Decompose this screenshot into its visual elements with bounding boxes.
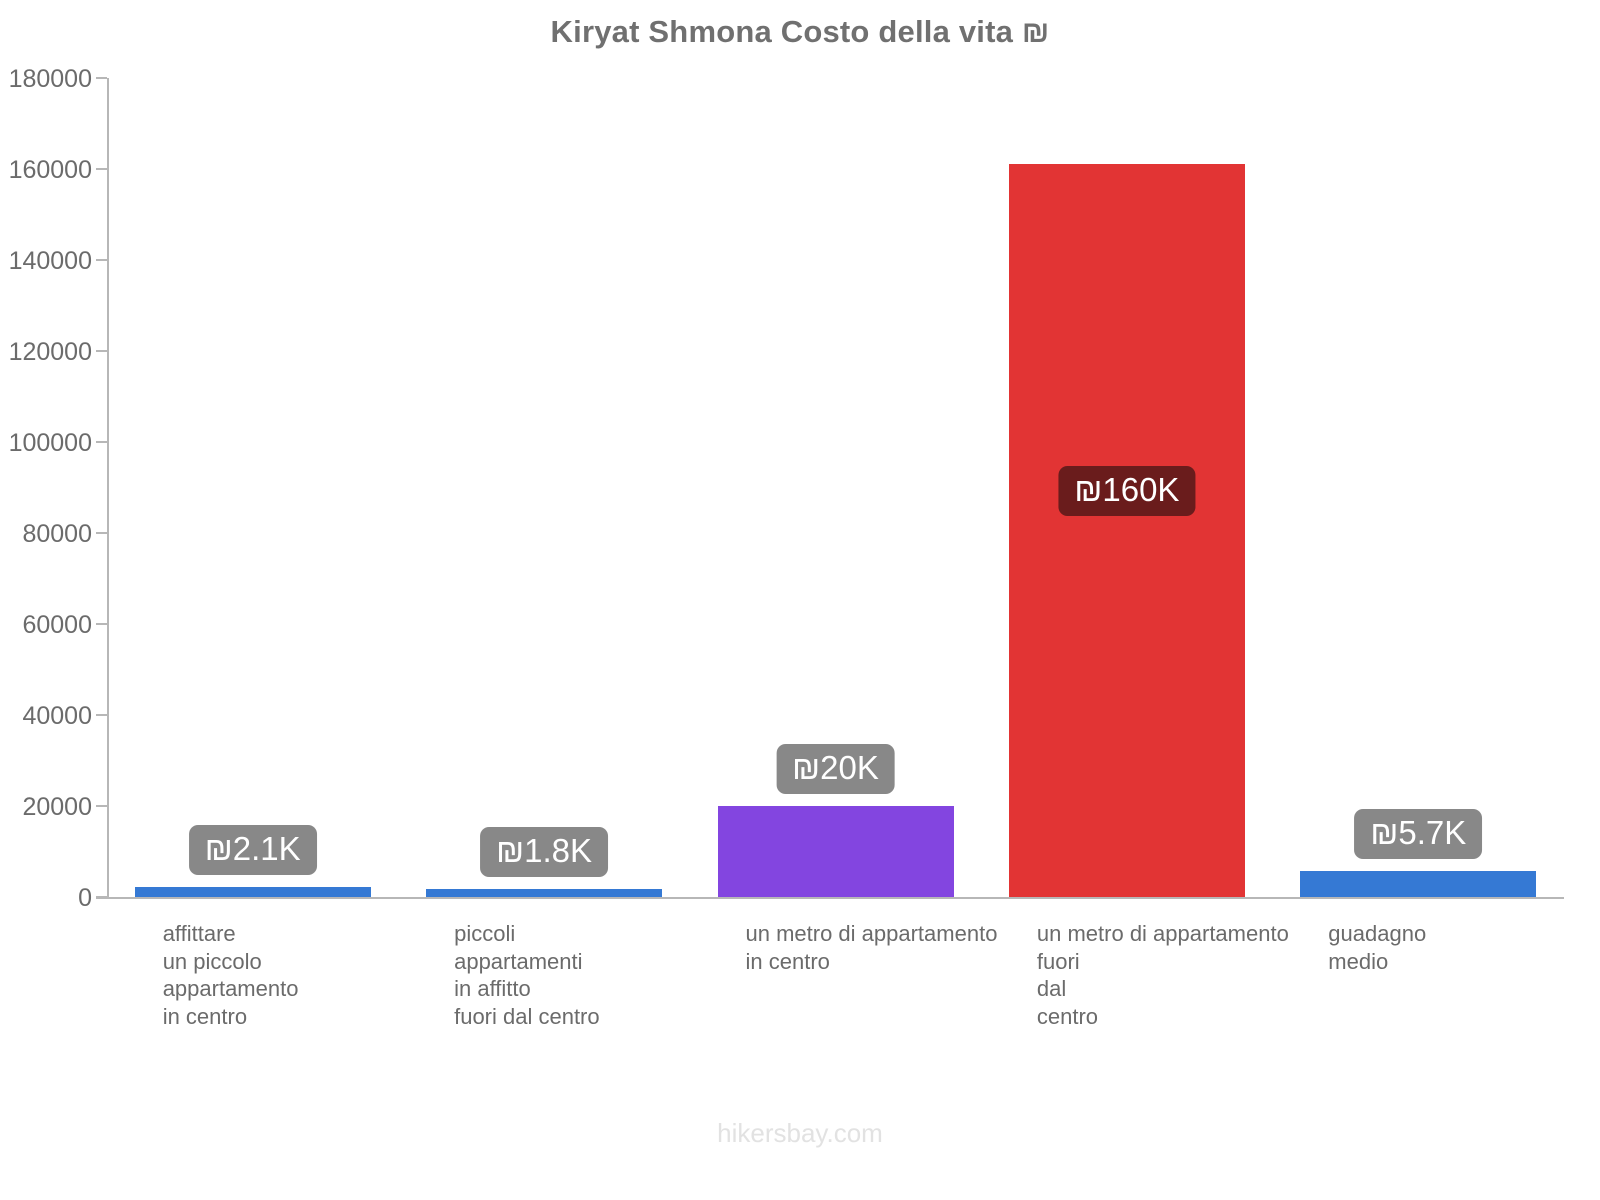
category-label-line: fuori dal centro: [454, 1003, 600, 1029]
y-axis-tick-mark: [96, 714, 107, 716]
bar[interactable]: [426, 888, 663, 897]
x-axis-category-label: affittare un piccolo appartamento in centro: [163, 920, 299, 1030]
category-label-line: affittare: [162, 921, 236, 946]
y-axis-tick-mark: [96, 623, 107, 625]
category-label-line: appartamenti: [454, 948, 583, 974]
y-axis-tick-mark: [96, 77, 107, 79]
y-axis-line: [107, 78, 109, 898]
y-axis-tick-mark: [96, 532, 107, 534]
y-axis-tick-label: 100000: [8, 429, 92, 457]
y-axis-tick-label: 120000: [8, 338, 92, 366]
category-label-line: piccoli: [454, 921, 516, 946]
category-label-line: appartamento: [162, 976, 299, 1001]
watermark: hikersbay.com: [717, 1118, 883, 1148]
y-axis-tick-mark: [96, 168, 107, 170]
y-axis-tick-label: 160000: [8, 156, 92, 184]
bar-value-label: ₪5.7K: [1354, 809, 1483, 860]
category-label-line: in centro: [745, 948, 830, 974]
y-axis-tick-mark: [96, 350, 107, 352]
bar-value-label: ₪20K: [776, 744, 895, 794]
bar[interactable]: [134, 887, 371, 897]
y-axis-tick-mark: [96, 259, 107, 261]
x-axis-category-label: guadagno medio: [1328, 920, 1426, 975]
x-axis-category-label: un metro di appartamento fuori dal centro: [1037, 920, 1289, 1030]
category-label-line: fuori: [1036, 948, 1080, 974]
category-label-line: medio: [1328, 948, 1389, 974]
x-axis-category-label: un metro di appartamento in centro: [746, 920, 998, 975]
bar-value-label: ₪2.1K: [188, 825, 317, 876]
y-axis-tick-label: 80000: [22, 520, 92, 548]
y-axis-tick-mark: [96, 896, 107, 898]
y-axis-tick-label: 40000: [22, 702, 92, 730]
category-label-line: in centro: [162, 1003, 248, 1029]
chart-title: Kiryat Shmona Costo della vita ₪: [550, 14, 1050, 49]
bar[interactable]: [1300, 871, 1537, 897]
bar-value-label: ₪1.8K: [480, 826, 609, 877]
y-axis-tick-label: 0: [78, 884, 92, 912]
x-axis-category-label: piccoli appartamenti in affitto fuori dal c…: [454, 920, 600, 1030]
category-label-line: un metro di appartamento: [1036, 921, 1289, 946]
category-label-line: un metro di appartamento: [745, 921, 998, 946]
bar[interactable]: [717, 806, 954, 897]
bar[interactable]: [1008, 164, 1245, 897]
category-label-line: in affitto: [454, 976, 531, 1001]
bar-value-label: ₪160K: [1058, 466, 1196, 517]
y-axis-tick-label: 140000: [8, 247, 92, 275]
y-axis-tick-label: 180000: [8, 65, 92, 93]
y-axis-tick-label: 20000: [22, 793, 92, 821]
category-label-line: dal: [1036, 976, 1067, 1001]
y-axis-tick-mark: [96, 805, 107, 807]
category-label-line: centro: [1036, 1003, 1099, 1029]
x-axis-line: [96, 897, 1564, 899]
category-label-line: un piccolo: [162, 948, 262, 974]
y-axis-tick-label: 60000: [22, 611, 92, 639]
category-label-line: guadagno: [1328, 921, 1427, 946]
y-axis-tick-mark: [96, 441, 107, 443]
